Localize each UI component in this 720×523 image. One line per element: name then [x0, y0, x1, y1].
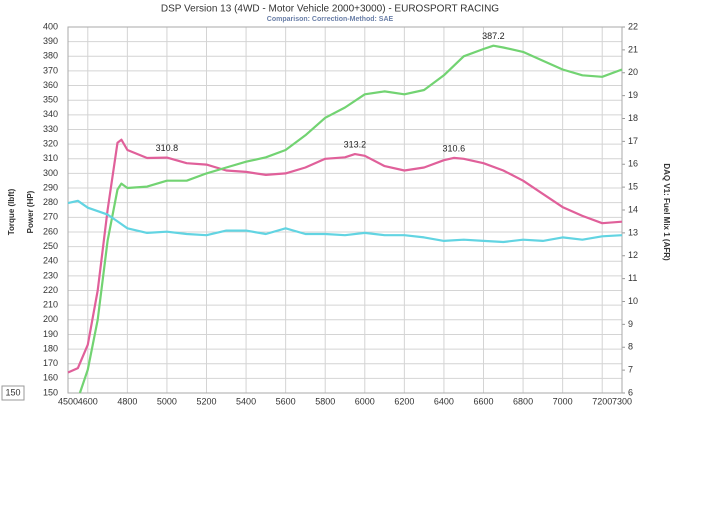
y-tick-label: 330	[43, 124, 58, 134]
y2-axis-label: DAQ V1: Fuel Mix 1 (AFR)	[662, 163, 671, 261]
y-tick-label: 360	[43, 80, 58, 90]
y-tick-label: 200	[43, 314, 58, 324]
y-tick-label: 350	[43, 95, 58, 105]
y-tick-label: 280	[43, 197, 58, 207]
y-tick-label: 400	[43, 21, 58, 31]
x-tick-label: 5000	[157, 396, 177, 406]
y-tick-label: 190	[43, 329, 58, 339]
y2-tick-label: 15	[628, 182, 638, 192]
y-axis-label: Power (HP)	[26, 190, 35, 233]
x-tick-label: 6600	[473, 396, 493, 406]
peak-label: 313.2	[344, 139, 367, 149]
x-tick-label: 7000	[553, 396, 573, 406]
x-tick-label: 6800	[513, 396, 533, 406]
x-tick-label: 6200	[394, 396, 414, 406]
x-tick-label: 5600	[276, 396, 296, 406]
corner-box	[1, 385, 25, 401]
y-tick-label: 250	[43, 241, 58, 251]
peak-label: 310.6	[443, 143, 466, 153]
y2-tick-label: 17	[628, 136, 638, 146]
y2-tick-label: 18	[628, 113, 638, 123]
y2-tick-label: 21	[628, 44, 638, 54]
y-tick-label: 240	[43, 256, 58, 266]
series-line	[78, 44, 623, 394]
series-line	[67, 199, 623, 244]
x-tick-label: 4600	[78, 396, 98, 406]
y2-tick-label: 10	[628, 296, 638, 306]
y-tick-label: 340	[43, 109, 58, 119]
peak-label: 310.8	[156, 143, 179, 153]
x-tick-label: 4800	[117, 396, 137, 406]
y-axis-label: Torque (lbft)	[7, 188, 16, 235]
y-tick-label: 390	[43, 36, 58, 46]
y-tick-label: 310	[43, 153, 58, 163]
y-tick-label: 150	[43, 387, 58, 397]
corner-label: 150	[5, 387, 20, 397]
y2-tick-label: 8	[628, 342, 633, 352]
y2-tick-label: 16	[628, 159, 638, 169]
y2-tick-label: 13	[628, 227, 638, 237]
y2-tick-label: 20	[628, 67, 638, 77]
plot-frame	[67, 26, 623, 394]
y2-tick-label: 14	[628, 204, 638, 214]
y-tick-label: 370	[43, 65, 58, 75]
y2-tick-label: 9	[628, 319, 633, 329]
y2-tick-label: 19	[628, 90, 638, 100]
y-tick-label: 220	[43, 285, 58, 295]
y2-tick-label: 22	[628, 21, 638, 31]
y-tick-label: 260	[43, 226, 58, 236]
y-tick-label: 230	[43, 270, 58, 280]
x-tick-label: 5400	[236, 396, 256, 406]
x-tick-label: 4500	[58, 396, 78, 406]
y-tick-label: 160	[43, 373, 58, 383]
y2-tick-label: 11	[628, 273, 637, 283]
y2-tick-label: 6	[628, 387, 633, 397]
y-tick-label: 300	[43, 168, 58, 178]
y2-tick-label: 7	[628, 365, 633, 375]
y-tick-label: 320	[43, 138, 58, 148]
y-tick-label: 270	[43, 212, 58, 222]
y-tick-label: 210	[43, 300, 58, 310]
y-tick-label: 170	[43, 358, 58, 368]
x-tick-label: 7200	[592, 396, 612, 406]
x-tick-label: 6000	[355, 396, 375, 406]
y-tick-label: 180	[43, 343, 58, 353]
x-tick-label: 5200	[196, 396, 216, 406]
series-line	[67, 138, 623, 374]
x-tick-label: 5800	[315, 396, 335, 406]
chart-title: DSP Version 13 (4WD - Motor Vehicle 2000…	[161, 4, 499, 15]
peak-label: 387.2	[482, 31, 505, 41]
y2-tick-label: 12	[628, 250, 638, 260]
y-tick-label: 380	[43, 51, 58, 61]
y-tick-label: 290	[43, 182, 58, 192]
chart-subtitle: Comparison: Correction-Method: SAE	[267, 16, 394, 23]
x-tick-label: 6400	[434, 396, 454, 406]
x-tick-label: 7300	[612, 396, 632, 406]
